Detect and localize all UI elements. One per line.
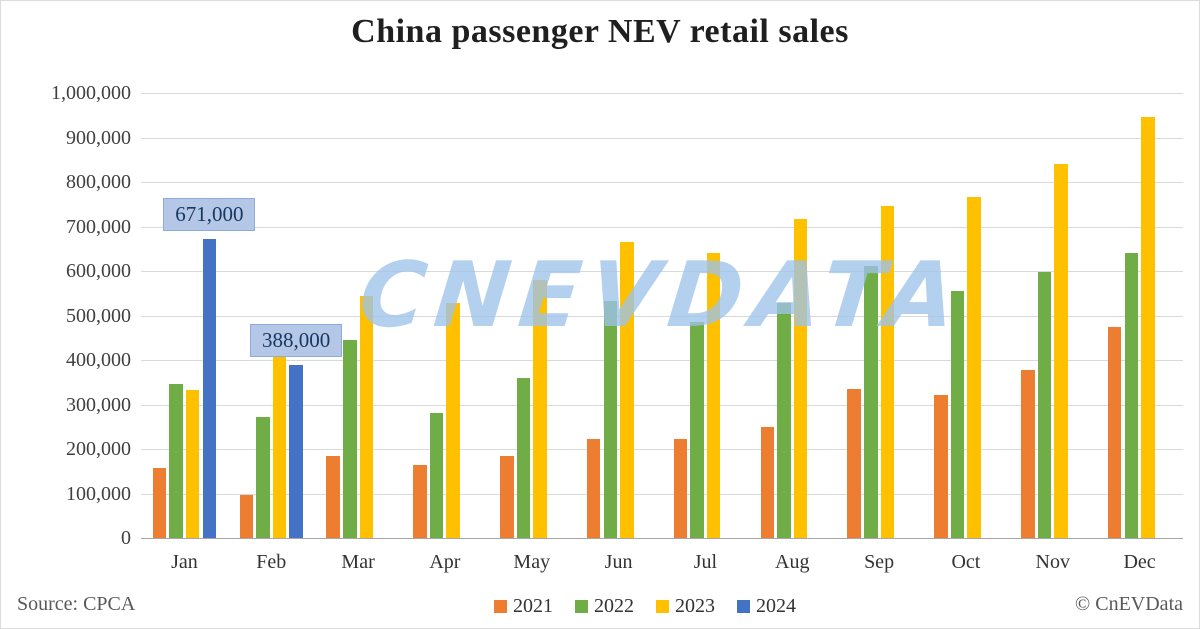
legend-item-2023: 2023 [656,595,715,618]
bar-2021-jun [586,438,601,538]
gridline [141,226,1183,228]
bar-2023-nov [1054,163,1068,538]
bar-2022-may [516,377,531,538]
legend-label-2023: 2023 [675,595,715,617]
y-tick-label: 300,000 [66,393,131,416]
bar-2023-sep [880,206,895,538]
bar-2022-jul [690,321,704,538]
bar-2023-jan [185,390,200,538]
y-tick-label: 1,000,000 [51,82,131,104]
x-tick-label: Oct [951,551,981,573]
bar-2023-jun [620,242,634,538]
data-label-2024-feb: 388,000 [250,324,343,358]
bar-2023-aug [793,219,808,538]
gridline [141,93,1183,94]
legend-swatch-2021 [494,600,507,613]
gridline [141,404,1183,406]
gridline [141,315,1183,317]
bar-2022-mar [343,339,357,538]
x-axis-line [141,538,1183,539]
bar-2023-jul [706,252,721,538]
x-tick-label: Apr [429,551,461,573]
chart-title: China passenger NEV retail sales [351,13,849,50]
y-tick-label: 100,000 [66,482,131,505]
bar-2021-jan [152,467,167,538]
bar-2022-aug [777,302,791,538]
bar-2021-oct [934,395,948,538]
bar-2023-apr [446,303,460,538]
bar-2023-feb [272,342,287,538]
legend-swatch-2023 [656,600,669,613]
legend-label-2022: 2022 [594,595,634,617]
bar-2023-oct [967,196,981,538]
legend-item-2021: 2021 [494,595,553,618]
x-tick-label: Jul [693,551,718,573]
gridline [141,182,1183,183]
y-tick-label: 600,000 [66,260,131,282]
legend-swatch-2022 [575,600,588,613]
x-tick-label: Dec [1123,551,1156,573]
legend-label-2024: 2024 [756,595,796,617]
source-label: Source: CPCA [17,593,136,615]
x-tick-label: Feb [256,551,287,573]
y-tick-label: 500,000 [66,304,131,327]
bar-2021-nov [1021,369,1035,538]
gridline [141,137,1183,139]
y-tick-label: 900,000 [66,126,131,149]
bar-2021-jul [673,439,688,538]
y-tick-label: 700,000 [66,215,131,238]
x-tick-label: Jan [171,551,198,573]
bar-2021-dec [1107,326,1122,538]
bar-2022-jan [169,383,183,538]
legend-item-2022: 2022 [575,595,634,618]
gridline [141,449,1183,450]
bar-2023-dec [1141,117,1155,538]
data-label-2024-jan: 671,000 [163,198,256,232]
gridline [141,493,1183,495]
bar-2021-feb [239,494,254,538]
x-tick-label: Mar [341,551,375,573]
bar-2021-may [500,455,514,538]
x-tick-label: Sep [864,551,895,573]
bar-2021-mar [326,455,340,538]
legend: 2021 2022 2023 2024 [91,595,1199,618]
bar-2021-aug [760,427,775,538]
bar-2022-nov [1037,271,1052,538]
bar-2022-apr [429,412,444,538]
x-tick-label: Aug [775,551,810,573]
copyright-label: © CnEVData [1075,593,1183,615]
bar-2022-sep [864,266,878,538]
bar-2023-may [533,279,547,538]
bar-2024-feb [289,365,303,538]
bar-2024-jan [202,239,217,538]
x-tick-label: Nov [1035,551,1070,573]
bar-2021-apr [413,465,427,538]
x-tick-label: Jun [604,551,633,573]
bar-2021-sep [847,389,861,538]
bar-2022-feb [256,416,270,538]
x-tick-label: May [513,551,551,573]
gridline [141,360,1183,361]
bar-2023-mar [359,296,374,538]
y-tick-label: 0 [121,527,131,549]
bar-2022-jun [603,301,618,538]
y-tick-label: 400,000 [66,349,131,371]
y-tick-label: 200,000 [66,438,131,460]
legend-item-2024: 2024 [737,595,796,618]
bar-2022-dec [1124,253,1139,538]
bar-2022-oct [950,290,965,538]
legend-label-2021: 2021 [513,595,553,617]
legend-swatch-2024 [737,600,750,613]
gridline [141,271,1183,272]
y-tick-label: 800,000 [66,171,131,193]
